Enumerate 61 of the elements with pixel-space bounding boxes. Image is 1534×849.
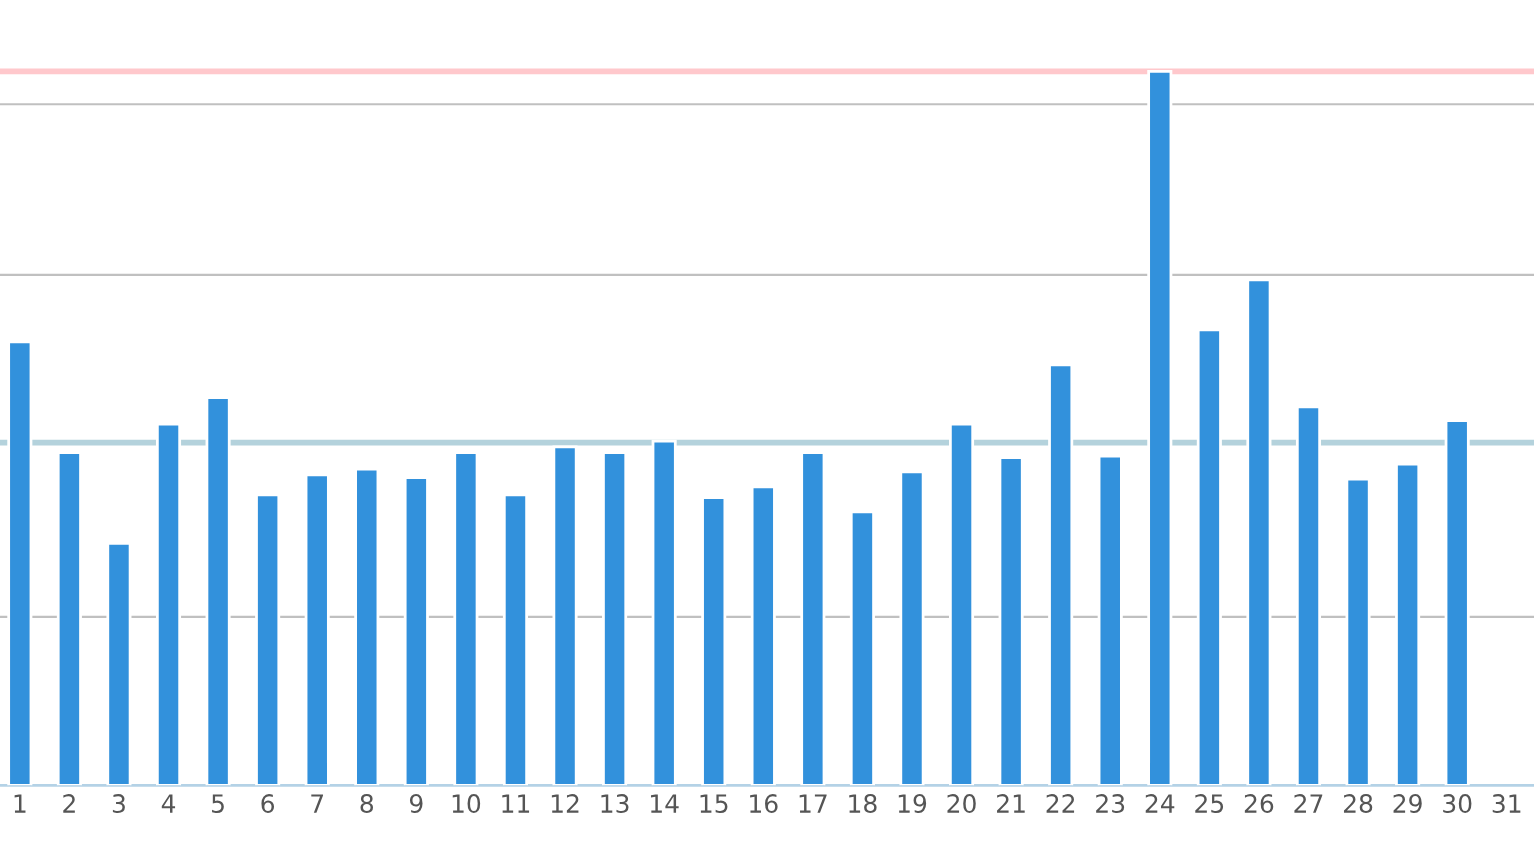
bar: [56, 451, 82, 786]
bar: [502, 493, 529, 786]
x-tick-label: 9: [409, 794, 423, 814]
bar: [1345, 477, 1371, 786]
x-tick-label: 26: [1244, 794, 1274, 814]
x-tick-label: 7: [311, 794, 324, 813]
x-tick-label: 25: [1195, 794, 1224, 814]
x-tick-label: 22: [1046, 794, 1075, 813]
bar: [1147, 70, 1173, 786]
x-tick-label: 3: [112, 794, 125, 814]
bar: [701, 496, 727, 786]
x-tick-label: 28: [1343, 794, 1373, 814]
x-tick-label: 5: [212, 794, 224, 814]
x-tick-label: 10: [452, 794, 481, 814]
x-tick-label: 20: [947, 794, 976, 814]
bar: [453, 451, 479, 786]
bar: [1444, 419, 1470, 786]
x-tick-label: 2: [63, 794, 75, 813]
bar: [7, 340, 33, 786]
bar: [1097, 454, 1123, 786]
x-tick-label: 30: [1443, 794, 1472, 814]
x-tick-label: 4: [161, 794, 176, 813]
bar: [800, 451, 826, 786]
bar: [106, 541, 132, 786]
x-tick-label: 1: [14, 794, 26, 813]
bar: [899, 470, 925, 786]
bar: [602, 451, 628, 786]
x-tick-label: 21: [997, 794, 1025, 813]
x-tick-label: 16: [750, 794, 778, 814]
bar: [1246, 278, 1272, 786]
bar: [205, 396, 231, 786]
x-tick-label: 15: [700, 794, 728, 814]
x-tick-label: 12: [551, 794, 579, 813]
x-tick-label: 31: [1492, 794, 1521, 814]
x-tick-label: 13: [601, 794, 629, 814]
x-tick-label: 24: [1145, 794, 1175, 813]
bar: [155, 422, 182, 786]
x-tick-label: 8: [360, 794, 374, 814]
bar: [651, 439, 677, 786]
bar: [354, 467, 380, 786]
x-tick-label: 19: [898, 794, 927, 814]
x-tick-label: 18: [849, 794, 877, 814]
x-tick-label: 14: [650, 794, 679, 813]
x-tick-label: 27: [1294, 794, 1323, 813]
bar: [255, 493, 281, 786]
x-tick-label: 23: [1096, 794, 1125, 814]
bar: [1295, 405, 1322, 786]
bar: [304, 473, 330, 786]
bar: [998, 456, 1024, 786]
x-tick-label: 6: [261, 794, 275, 814]
bar: [1395, 462, 1421, 786]
bar: [949, 422, 975, 786]
bar: [1196, 328, 1222, 786]
x-tick-label: 11: [502, 794, 530, 813]
bar: [403, 476, 429, 786]
bar: [1048, 363, 1074, 786]
bar: [750, 485, 776, 786]
x-tick-label: 17: [799, 794, 827, 813]
bar: [552, 445, 578, 786]
x-tick-label: 29: [1393, 794, 1422, 814]
bar: [849, 510, 875, 786]
